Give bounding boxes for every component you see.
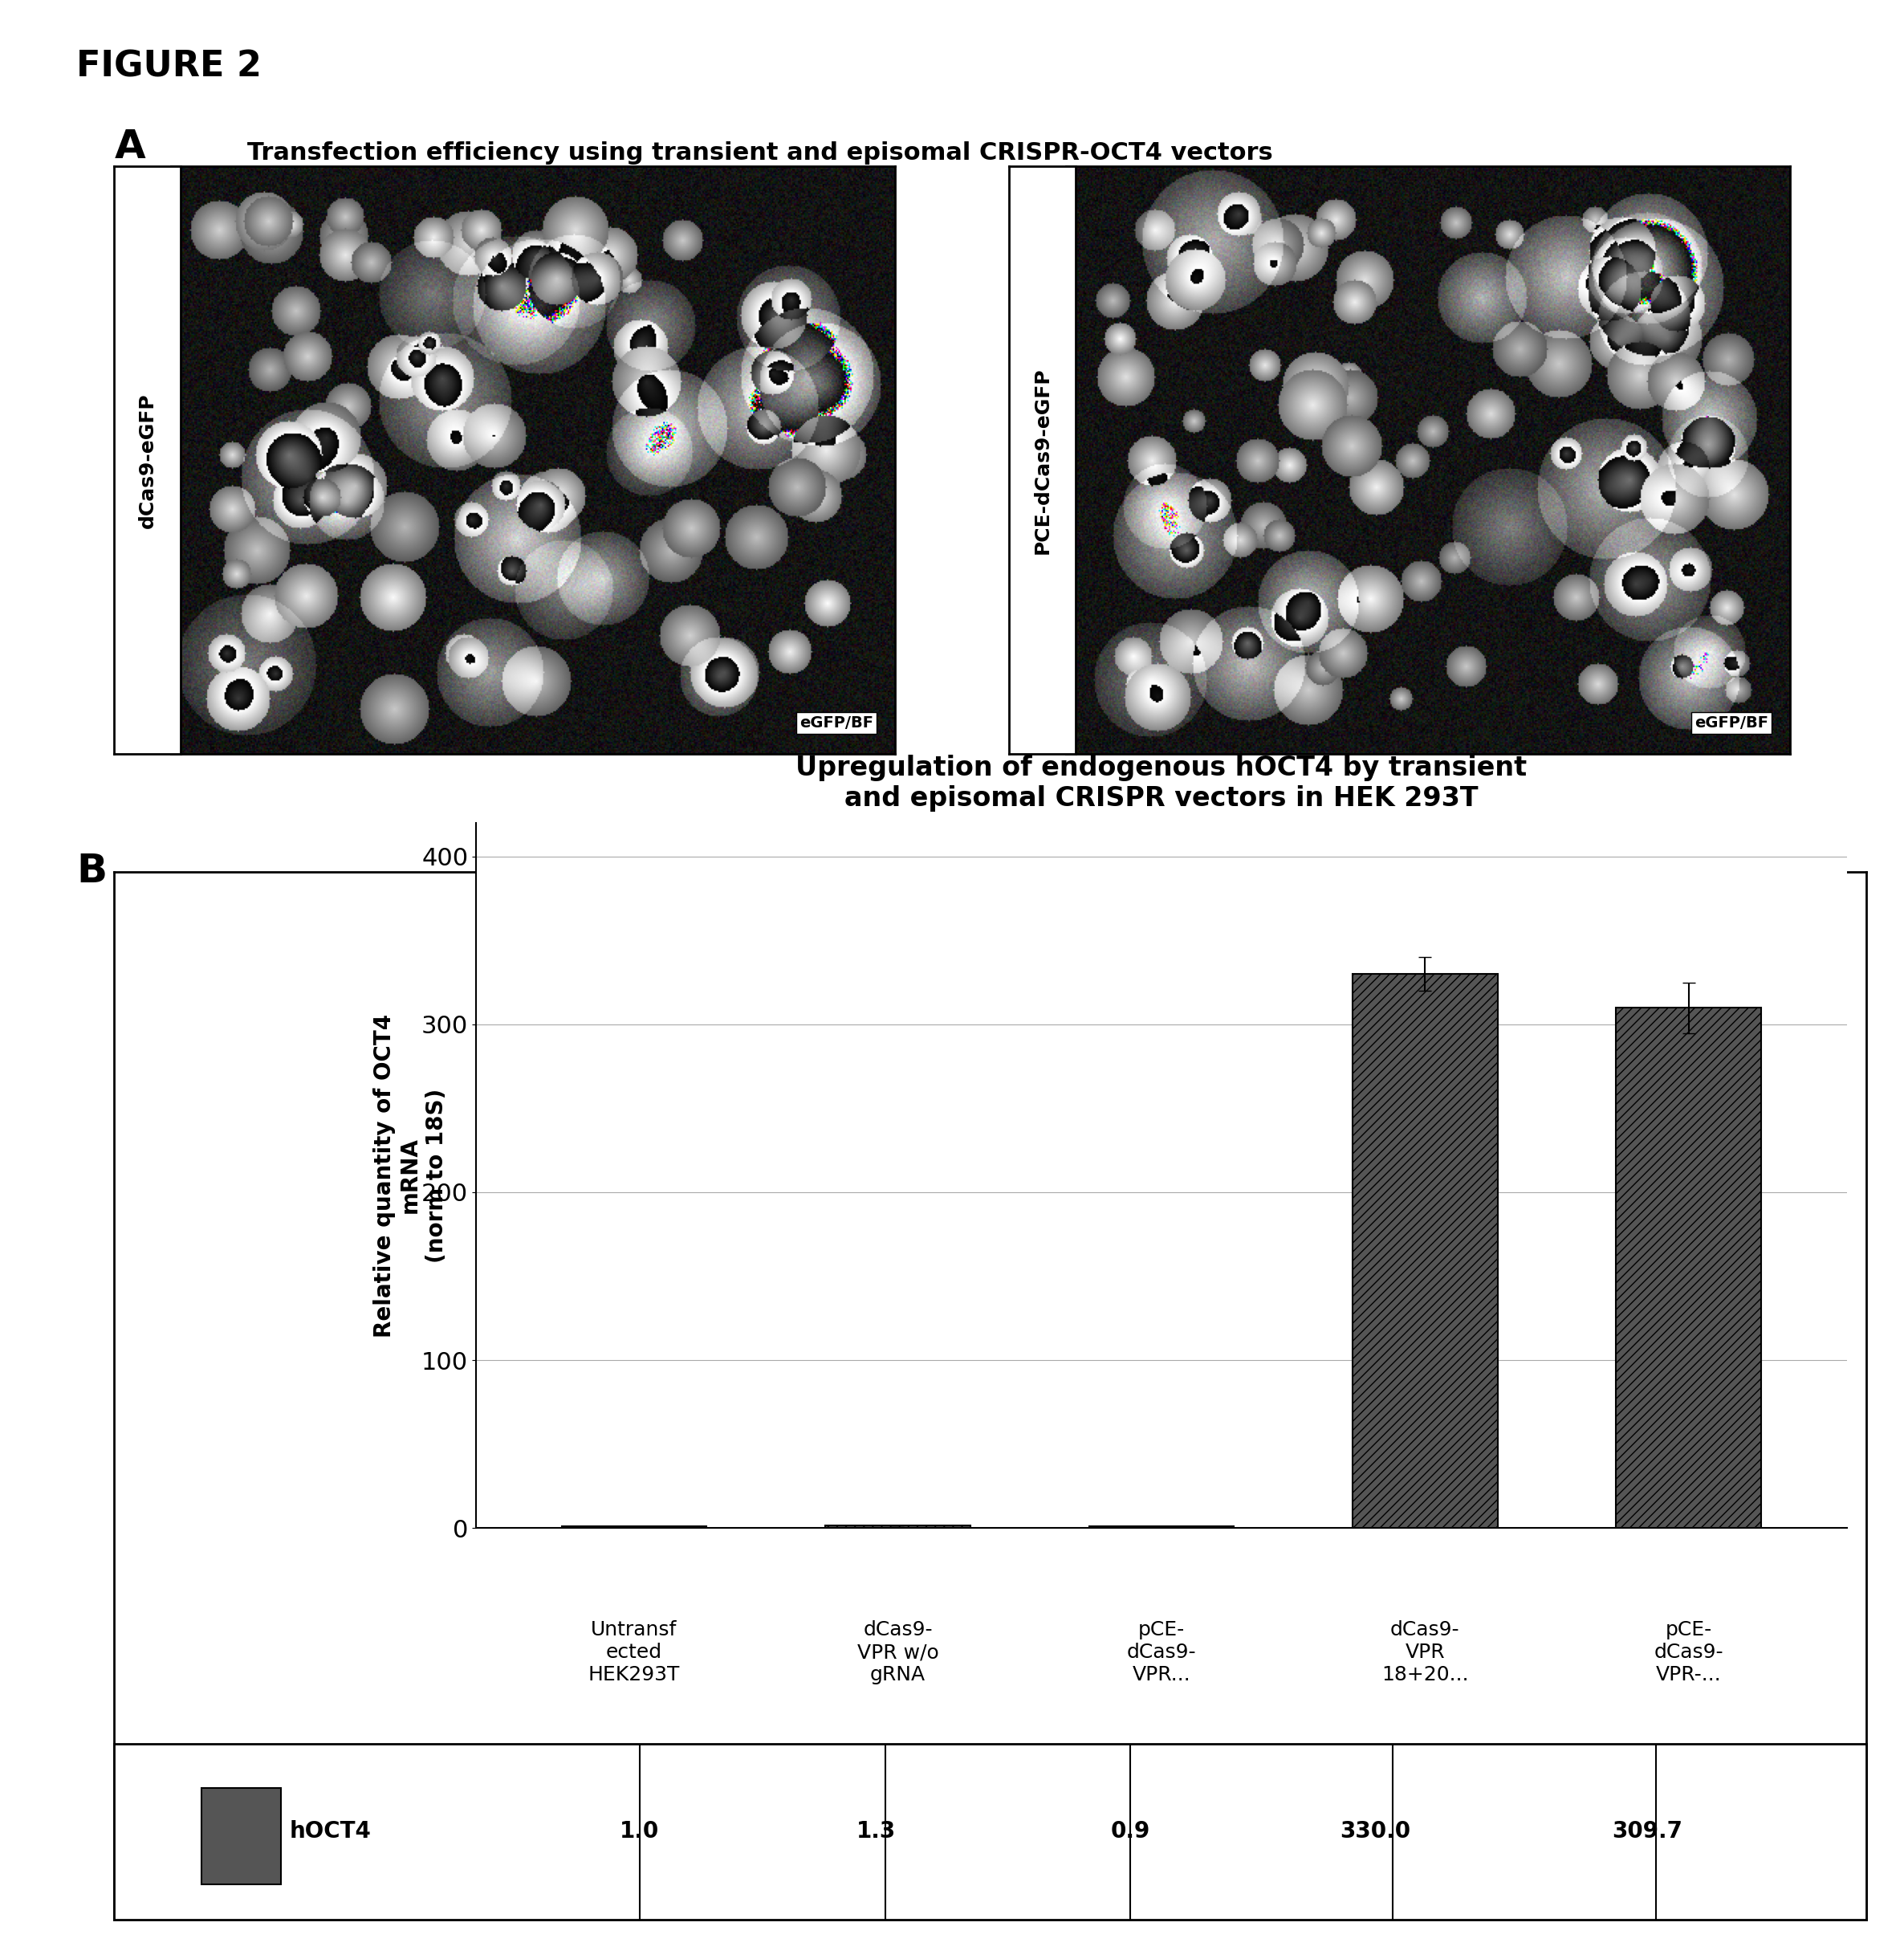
Text: Untransf
ected
HEK293T: Untransf ected HEK293T (588, 1620, 680, 1685)
Text: 309.7: 309.7 (1611, 1820, 1683, 1843)
Text: dCas9-
VPR
18+20...: dCas9- VPR 18+20... (1382, 1620, 1468, 1685)
Text: 330.0: 330.0 (1340, 1820, 1411, 1843)
Text: eGFP/BF: eGFP/BF (800, 715, 874, 731)
Text: A: A (114, 127, 145, 167)
Title: Upregulation of endogenous hOCT4 by transient
and episomal CRISPR vectors in HEK: Upregulation of endogenous hOCT4 by tran… (796, 754, 1527, 811)
Text: B: B (76, 852, 107, 891)
Text: 1.3: 1.3 (857, 1820, 897, 1843)
Bar (824, 1526, 971, 1528)
Y-axis label: Relative quantity of OCT4
mRNA
(norm to 18S): Relative quantity of OCT4 mRNA (norm to … (373, 1013, 447, 1338)
Text: pCE-
dCas9-
VPR-...: pCE- dCas9- VPR-... (1655, 1620, 1723, 1685)
Text: 1.0: 1.0 (621, 1820, 659, 1843)
Bar (1352, 974, 1498, 1528)
Text: dCas9-eGFP: dCas9-eGFP (137, 392, 158, 529)
Text: Transfection efficiency using transient and episomal CRISPR-OCT4 vectors: Transfection efficiency using transient … (248, 141, 1274, 165)
Bar (1616, 1009, 1761, 1528)
Text: hOCT4: hOCT4 (289, 1820, 371, 1843)
Text: FIGURE 2: FIGURE 2 (76, 49, 261, 84)
FancyBboxPatch shape (202, 1787, 280, 1885)
Text: eGFP/BF: eGFP/BF (1695, 715, 1769, 731)
Text: PCE-dCas9-eGFP: PCE-dCas9-eGFP (1032, 366, 1053, 554)
Text: pCE-
dCas9-
VPR...: pCE- dCas9- VPR... (1127, 1620, 1196, 1685)
Text: dCas9-
VPR w/o
gRNA: dCas9- VPR w/o gRNA (857, 1620, 939, 1685)
Text: 0.9: 0.9 (1110, 1820, 1150, 1843)
